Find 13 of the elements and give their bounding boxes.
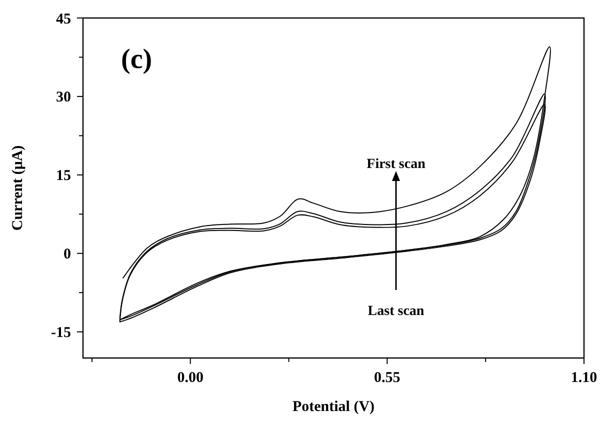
y-tick-label: 45: [56, 11, 71, 28]
y-tick-label: 30: [56, 90, 71, 106]
y-tick-label: 0: [64, 246, 71, 263]
y-tick-label: -15: [51, 325, 71, 342]
y-tick-label: 15: [56, 168, 71, 184]
x-tick-label: 0.00: [177, 370, 204, 386]
x-axis-title: Potential (V): [292, 399, 375, 415]
x-tick-label: 1.10: [570, 370, 598, 386]
text: (c): [121, 44, 152, 75]
annotation: Last scan: [368, 304, 424, 319]
y-axis-title: Current (μA): [10, 145, 26, 231]
x-tick-label: 0.55: [374, 370, 400, 386]
annotation: First scan: [366, 156, 426, 172]
